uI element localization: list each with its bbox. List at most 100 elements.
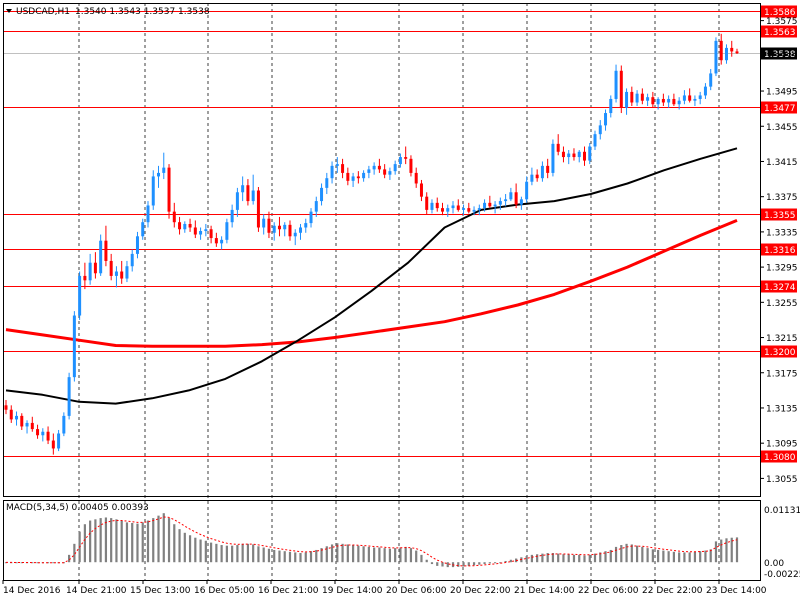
macd-histogram-bar (557, 553, 560, 563)
candle-body (630, 91, 634, 103)
price-panel-frame (3, 3, 761, 497)
moving-averages (5, 147, 738, 405)
candle-body (582, 151, 586, 161)
candle-body (456, 205, 460, 210)
level-price-label: 1.3477 (764, 104, 796, 114)
macd-histogram-bar (672, 551, 675, 563)
macd-histogram-bar (493, 562, 497, 564)
macd-histogram-bar (373, 547, 376, 563)
current-price-label: 1.3538 (764, 50, 796, 60)
macd-histogram-bar (252, 544, 255, 563)
macd-histogram-bar (262, 547, 265, 563)
candle-body (62, 415, 66, 434)
candle-body (383, 169, 387, 175)
macd-histogram-bar (241, 543, 244, 563)
macd-histogram-bar (283, 551, 286, 563)
symbol-menu-arrow-icon[interactable] (6, 9, 12, 13)
candle-body (735, 51, 739, 54)
candle-body (256, 190, 260, 228)
candle-body (367, 169, 371, 173)
macd-histogram-bar (688, 552, 691, 563)
candle-body (309, 211, 313, 224)
candle-body (714, 40, 718, 74)
time-tick-label: 23 Dec 14:00 (706, 586, 767, 596)
macd-histogram-bar (699, 551, 702, 563)
macd-histogram-bar (588, 554, 591, 563)
level-price-label: 1.3586 (764, 8, 796, 18)
candle-body (188, 223, 192, 228)
candle-body (667, 98, 671, 103)
candle-body (483, 202, 487, 209)
macd-histogram-bar (683, 552, 686, 563)
macd-histogram-bar (635, 545, 639, 563)
candle-body (235, 192, 239, 210)
candle-body (141, 222, 145, 237)
macd-histogram-bar (99, 518, 102, 563)
macd-histogram-bar (346, 544, 349, 563)
macd-histogram-bar (599, 552, 602, 563)
macd-histogram-bar (330, 544, 334, 563)
candle-body (57, 433, 61, 449)
candle-body (619, 70, 623, 108)
time-tick-label: 22 Dec 22:00 (642, 586, 703, 596)
candle-body (635, 93, 639, 103)
macd-histogram-bar (725, 538, 728, 563)
candle-body (425, 196, 429, 210)
candle-body (220, 239, 224, 244)
candle-body (646, 97, 650, 101)
candle-body (409, 158, 413, 173)
candle-body (540, 165, 544, 179)
macd-histogram-bar (567, 554, 570, 563)
macd-histogram-bar (162, 513, 165, 563)
macd-histogram-bar (199, 539, 202, 563)
macd-histogram-bar (325, 546, 328, 563)
macd-histogram-bar (383, 548, 386, 563)
macd-histogram-bar (304, 552, 307, 563)
candle-body (36, 429, 40, 436)
macd-histogram-bar (609, 549, 612, 563)
candle-body (330, 165, 334, 179)
candle-body (167, 167, 171, 212)
macd-tick-label: 0.00 (764, 559, 784, 569)
macd-histogram-bar (604, 551, 607, 563)
macd-histogram-bar (46, 562, 50, 564)
candle-body (193, 227, 197, 235)
candle-body (535, 174, 539, 179)
fast-moving-average-line (5, 147, 738, 405)
candle-body (125, 266, 129, 279)
candle-body (120, 271, 124, 279)
macd-histogram-bar (420, 554, 423, 563)
candle-body (709, 73, 713, 87)
macd-histogram-bar (341, 543, 344, 563)
macd-histogram-bar (194, 537, 197, 563)
macd-histogram-bar (578, 554, 581, 563)
macd-histogram-bar (167, 518, 171, 563)
macd-histogram-bar (220, 545, 223, 563)
level-price-label: 1.3355 (764, 211, 796, 221)
macd-histogram-bar (735, 537, 739, 563)
candle-body (51, 440, 55, 449)
macd-histogram-bar (525, 556, 528, 563)
macd-histogram-bar (152, 518, 155, 563)
candle-body (267, 218, 271, 233)
candle-body (651, 97, 655, 105)
macd-histogram-bar (536, 554, 539, 563)
candle-body (162, 167, 166, 173)
candle-body (372, 165, 376, 170)
level-price-label: 1.3200 (764, 348, 796, 358)
price-tick-label: 1.3455 (766, 123, 798, 133)
macd-histogram-bar (357, 545, 360, 563)
macd-histogram-bar (68, 554, 71, 563)
current-price-tag (761, 47, 797, 60)
macd-histogram-bar (404, 546, 407, 563)
candle-body (414, 172, 418, 184)
candle-body (151, 176, 155, 206)
candle-body (93, 262, 97, 274)
macd-histogram-bar (483, 562, 486, 565)
macd-histogram-bar (183, 532, 186, 563)
candle-body (335, 164, 339, 166)
candle-body (241, 185, 245, 193)
candle-body (551, 143, 555, 173)
candle-body (135, 236, 139, 254)
